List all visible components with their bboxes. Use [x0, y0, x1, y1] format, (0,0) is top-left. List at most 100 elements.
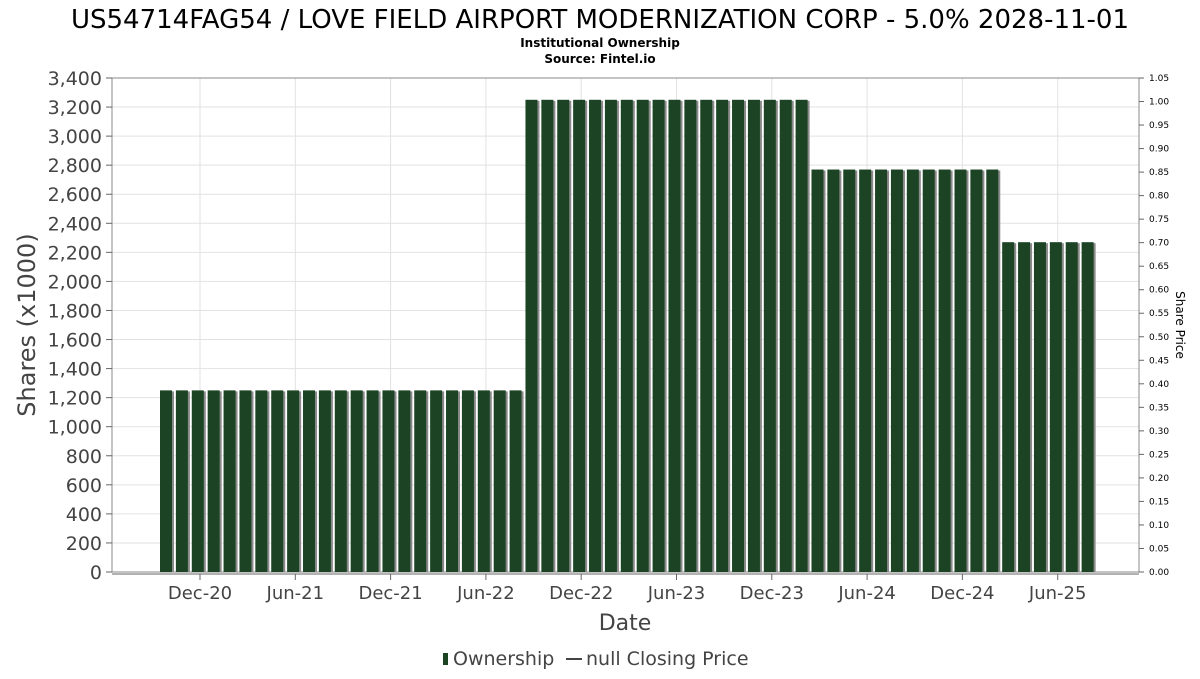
x-tick-label: Dec-20	[168, 583, 232, 604]
y2-tick-label: 0.85	[1149, 168, 1169, 178]
ownership-bar	[906, 169, 919, 573]
ownership-bar	[684, 99, 697, 572]
ownership-bar	[843, 169, 856, 573]
y2-tick-label: 0.65	[1149, 262, 1169, 272]
y2-tick-label: 0.90	[1149, 145, 1169, 155]
ownership-bar	[414, 390, 427, 572]
y-tick-label: 1,200	[48, 388, 102, 410]
y2-tick-label: 0.10	[1149, 521, 1169, 531]
y2-tick-label: 0.05	[1149, 544, 1169, 554]
y2-tick-label: 0.25	[1149, 450, 1169, 460]
ownership-bar	[938, 169, 951, 573]
ownership-bar	[986, 169, 999, 573]
chart-title: US54714FAG54 / LOVE FIELD AIRPORT MODERN…	[71, 5, 1129, 35]
y-tick-label: 800	[66, 446, 102, 468]
y-tick-label: 3,200	[48, 97, 102, 119]
ownership-bar	[636, 99, 649, 572]
x-tick-label: Jun-25	[1028, 583, 1087, 604]
ownership-bar	[191, 390, 204, 572]
ownership-bar	[525, 99, 538, 572]
y2-tick-label: 0.55	[1149, 309, 1169, 319]
y-tick-label: 1,400	[48, 359, 102, 381]
legend: Ownership null Closing Price	[443, 648, 749, 670]
y-tick-label: 1,000	[48, 417, 102, 439]
ownership-bar	[954, 169, 967, 573]
ownership-bar	[890, 169, 903, 573]
ownership-bar	[875, 169, 888, 573]
ownership-bar	[1033, 242, 1046, 572]
ownership-bar	[366, 390, 379, 572]
bar-series	[160, 99, 1096, 573]
ownership-bar	[334, 390, 347, 572]
chart-subtitle-line-2: Source: Fintel.io	[544, 52, 655, 66]
x-tick-label: Jun-21	[266, 583, 325, 604]
x-axis-label: Date	[599, 611, 652, 636]
x-tick-label: Jun-22	[456, 583, 515, 604]
chart-subtitle-line-1: Institutional Ownership	[520, 36, 680, 50]
ownership-bar	[223, 390, 236, 572]
ownership-bar	[922, 169, 935, 573]
y-tick-label: 1,800	[48, 300, 102, 322]
ownership-bar	[160, 390, 172, 572]
y-tick-label: 200	[66, 533, 102, 555]
y2-tick-label: 0.60	[1149, 286, 1169, 296]
y2-tick-label: 0.95	[1149, 121, 1169, 131]
legend-ownership-swatch	[443, 653, 448, 665]
ownership-bar	[604, 99, 617, 572]
ownership-bar	[287, 390, 300, 572]
ownership-bar	[541, 99, 554, 572]
ownership-bar	[493, 390, 506, 572]
ownership-bar	[350, 390, 363, 572]
y2-tick-label: 0.20	[1149, 474, 1169, 484]
ownership-bar	[1049, 242, 1062, 572]
x-tick-label: Dec-24	[930, 583, 994, 604]
ownership-bar	[1002, 242, 1015, 572]
ownership-bar	[779, 99, 792, 572]
y-tick-label: 0	[90, 562, 102, 584]
y-tick-label: 2,800	[48, 155, 102, 177]
y2-tick-label: 0.75	[1149, 215, 1169, 225]
y-tick-label: 400	[66, 504, 102, 526]
ownership-bar	[700, 99, 713, 572]
ownership-bar	[255, 390, 268, 572]
ownership-bar	[477, 390, 490, 572]
y-axis-ticks: 0 200 400 600 800 1,000 1,200 1,400 1,600 1,800 2,…	[48, 68, 112, 584]
y-tick-label: 2,400	[48, 213, 102, 235]
y2-tick-label: 1.00	[1149, 98, 1169, 108]
ownership-bar	[573, 99, 586, 572]
y-tick-label: 3,000	[48, 126, 102, 148]
legend-price-label: null Closing Price	[586, 648, 749, 670]
y2-tick-label: 0.70	[1149, 239, 1169, 249]
ownership-bar	[732, 99, 745, 572]
y2-tick-label: 0.40	[1149, 380, 1169, 390]
x-tick-label: Dec-23	[740, 583, 804, 604]
ownership-bar	[430, 390, 443, 572]
ownership-bar	[795, 99, 808, 572]
legend-ownership-label: Ownership	[453, 648, 554, 670]
y2-tick-label: 0.80	[1149, 192, 1169, 202]
ownership-bar	[509, 390, 522, 572]
ownership-bar	[970, 169, 983, 573]
y2-tick-label: 0.15	[1149, 497, 1169, 507]
ownership-bar	[652, 99, 665, 572]
y-axis-label: Shares (x1000)	[13, 233, 41, 416]
ownership-bar	[446, 390, 459, 572]
ownership-bar	[461, 390, 474, 572]
ownership-bar	[175, 390, 188, 572]
y-tick-label: 2,000	[48, 271, 102, 293]
y-tick-label: 3,400	[48, 68, 102, 90]
y2-tick-label: 0.45	[1149, 356, 1169, 366]
ownership-bar	[398, 390, 411, 572]
x-tick-label: Dec-22	[549, 583, 613, 604]
x-tick-label: Jun-23	[647, 583, 706, 604]
ownership-bar	[747, 99, 760, 572]
ownership-bar	[1081, 242, 1094, 572]
ownership-bar	[620, 99, 633, 572]
y-tick-label: 2,200	[48, 242, 102, 264]
y2-tick-label: 0.35	[1149, 403, 1169, 413]
ownership-bar	[271, 390, 284, 572]
ownership-bar	[859, 169, 872, 573]
ownership-bar	[1018, 242, 1031, 572]
